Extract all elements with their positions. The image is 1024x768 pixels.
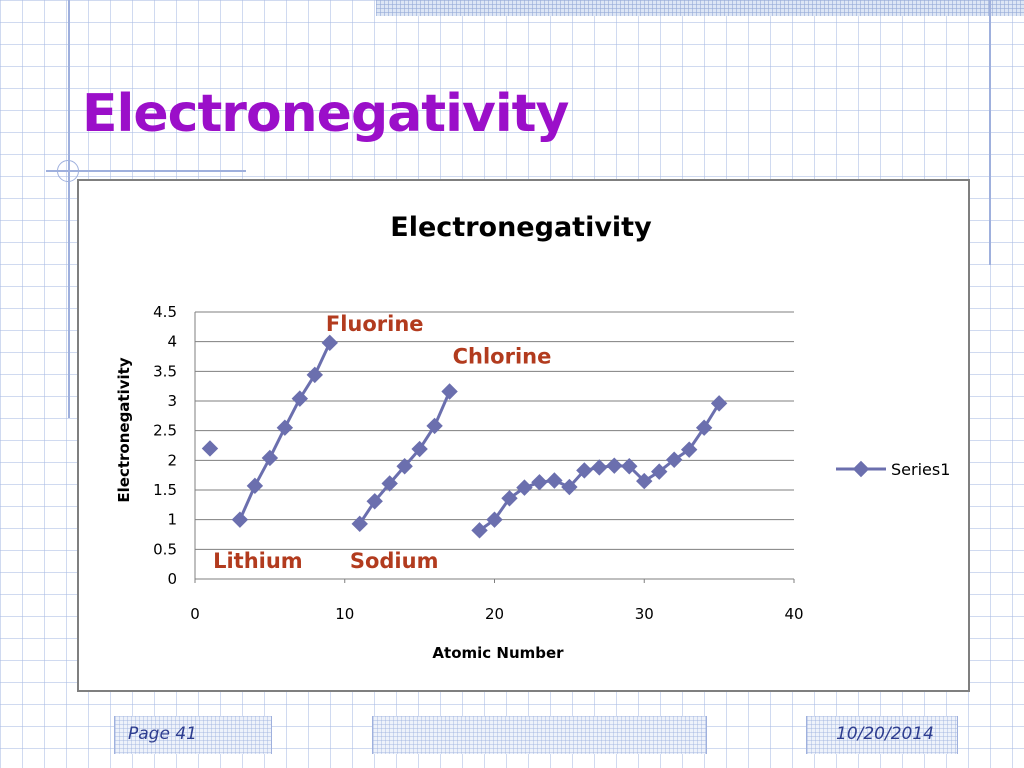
data-point-diamond: [381, 475, 398, 492]
footer-center-box: [372, 716, 707, 754]
data-point-diamond: [606, 457, 623, 474]
data-point-diamond: [531, 474, 548, 491]
data-point-diamond: [351, 515, 368, 533]
data-point-diamond: [516, 479, 533, 496]
x-tick-label: 20: [485, 605, 504, 623]
data-point-diamond: [695, 419, 713, 436]
footer-left-box: [114, 716, 272, 754]
data-point-diamond: [621, 458, 638, 475]
x-tick-label: 30: [635, 605, 654, 623]
x-tick-label: 10: [335, 605, 354, 623]
footer-page-number: Page 41: [128, 724, 197, 744]
y-axis-label: Electronegativity: [115, 357, 133, 502]
y-tick-label: 2: [167, 451, 177, 469]
y-tick-label: 4: [167, 333, 177, 351]
data-point-diamond: [426, 417, 443, 435]
grid-lines: [195, 311, 794, 580]
slide-title: Electronegativity: [82, 84, 569, 144]
data-point-diamond: [576, 462, 593, 479]
legend-marker-diamond: [852, 460, 870, 478]
data-point-diamond: [411, 440, 428, 458]
x-tick-label: 0: [190, 605, 200, 623]
data-point-diamond: [441, 383, 458, 400]
data-point-diamond: [546, 472, 563, 489]
y-tick-label: 4.5: [153, 303, 177, 321]
data-point-diamond: [665, 451, 683, 468]
data-point-diamond: [471, 522, 488, 539]
deco-vertical-right: [989, 0, 991, 265]
legend: Series1: [836, 460, 950, 479]
deco-circle: [57, 160, 79, 182]
annotation-label: Fluorine: [326, 312, 424, 336]
data-point-diamond: [306, 366, 324, 384]
chart-container: 0 0.5 1 1.5 2 2.5 3 3.5 4 4.5 0 10 20 30 40 Fluorine Ch…: [77, 179, 970, 692]
data-point-diamond: [276, 419, 294, 436]
data-point-diamond: [591, 459, 608, 476]
data-point-diamond: [261, 449, 279, 467]
data-point-diamond: [710, 395, 728, 412]
legend-label: Series1: [891, 460, 950, 479]
data-point-diamond: [321, 334, 338, 352]
axes: 0 0.5 1 1.5 2 2.5 3 3.5 4 4.5 0 10 20 30 40: [153, 303, 803, 623]
y-tick-label: 0.5: [153, 540, 177, 558]
footer-date: 10/20/2014: [836, 724, 934, 744]
data-point-diamond: [561, 478, 578, 496]
data-point-diamond: [201, 440, 219, 457]
top-decorative-band: [376, 0, 1024, 16]
data-point-diamond: [231, 511, 249, 528]
series-layer: [201, 334, 728, 539]
data-point-diamond: [636, 472, 653, 490]
y-tick-label: 3.5: [153, 362, 177, 380]
data-point-diamond: [680, 441, 698, 458]
y-tick-label: 2.5: [153, 422, 177, 440]
data-point-diamond: [486, 511, 503, 528]
deco-horizontal-left: [46, 170, 246, 172]
y-tick-label: 1.5: [153, 481, 177, 499]
data-point-diamond: [501, 490, 518, 507]
annotations: Fluorine Chlorine Lithium Sodium: [213, 312, 551, 573]
deco-vertical-left: [68, 0, 70, 418]
annotation-label: Sodium: [350, 549, 439, 573]
chart-title: Electronegativity: [390, 212, 652, 243]
data-point-diamond: [291, 390, 309, 407]
annotation-label: Lithium: [213, 549, 303, 573]
data-point-diamond: [651, 463, 668, 480]
annotation-label: Chlorine: [453, 345, 552, 369]
x-axis-label: Atomic Number: [432, 644, 564, 662]
x-tick-label: 40: [784, 605, 803, 623]
y-tick-label: 0: [167, 570, 177, 588]
electronegativity-chart: 0 0.5 1 1.5 2 2.5 3 3.5 4 4.5 0 10 20 30 40 Fluorine Ch…: [115, 212, 950, 662]
footer-right-box: [806, 716, 958, 754]
data-point-diamond: [366, 493, 383, 510]
y-tick-label: 1: [167, 511, 177, 529]
y-tick-label: 3: [167, 392, 177, 410]
data-point-diamond: [246, 477, 264, 495]
data-point-diamond: [396, 458, 413, 475]
